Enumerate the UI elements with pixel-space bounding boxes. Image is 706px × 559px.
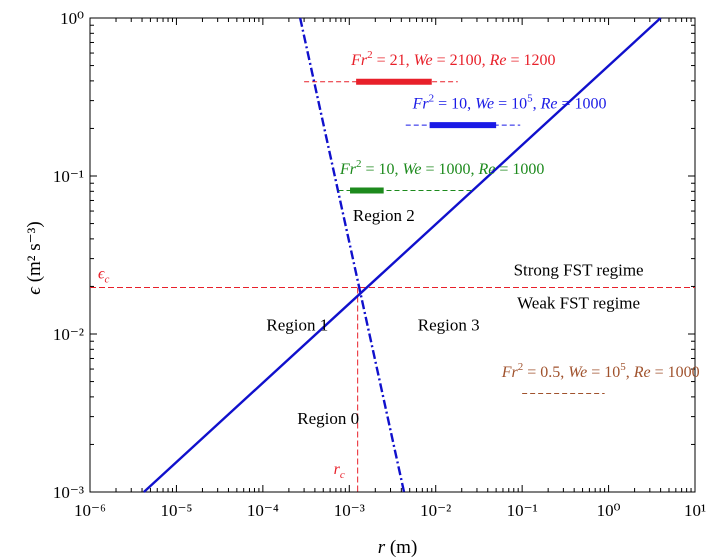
region-label: Region 3: [418, 316, 480, 335]
dashdot-boundary-line: [298, 17, 406, 493]
x-tick-label: 10⁰: [597, 501, 621, 520]
r-c-label: rc: [334, 461, 345, 481]
case-label: Fr2 = 10, We = 1000, Re = 1000: [339, 158, 544, 178]
series: [143, 17, 662, 493]
x-axis-label: r (m): [378, 537, 418, 558]
x-tick-label: 10¹: [684, 501, 706, 520]
case-fr-symbol: Fr: [412, 95, 430, 112]
axis-labels: r (m) ϵ (m² s⁻³): [24, 221, 417, 558]
case-fr-symbol: Fr: [501, 364, 519, 381]
y-axis-unit: (m² s⁻³): [24, 221, 45, 287]
x-tick-label: 10⁻⁶: [74, 501, 106, 520]
case-we-value: = 2100,: [433, 52, 490, 69]
case-we-symbol: We: [568, 364, 587, 381]
case-we-value: = 1000,: [421, 161, 478, 178]
strong-fst-regime-label: Strong FST regime: [514, 260, 644, 279]
y-axis-label: ϵ (m² s⁻³): [24, 221, 45, 294]
r-c-subscript: c: [340, 469, 345, 481]
case-we-exponent: 5: [527, 92, 533, 104]
case-label: Fr2 = 0.5, We = 105, Re = 1000: [501, 361, 700, 381]
x-axis-unit: (m): [385, 537, 417, 558]
y-tick-label: 10⁻²: [53, 325, 84, 344]
case-we-symbol: We: [402, 161, 421, 178]
case-fr-value: = 10,: [434, 95, 475, 112]
case-re-symbol: Re: [489, 52, 507, 69]
epsilon-c-label: ϵc: [98, 265, 109, 285]
plot-frame: [89, 17, 696, 493]
case-fr-value: = 21,: [373, 52, 414, 69]
solid-boundary-line: [143, 17, 662, 493]
case-re-value: = 1200: [507, 52, 556, 69]
case-we-exponent: 5: [620, 361, 626, 373]
x-tick-label: 10⁻⁵: [160, 501, 192, 520]
case-label: Fr2 = 21, We = 2100, Re = 1200: [350, 49, 555, 69]
region-label: Region 0: [297, 409, 359, 428]
case-separator: ,: [533, 95, 541, 112]
region-label: Region 1: [266, 316, 328, 335]
weak-fst-regime-label: Weak FST regime: [517, 294, 640, 313]
case-re-symbol: Re: [540, 95, 558, 112]
epsilon-c-symbol: ϵ: [98, 265, 105, 282]
case-fr-symbol: Fr: [350, 52, 368, 69]
r-c-symbol: r: [334, 461, 341, 478]
case-re-symbol: Re: [477, 161, 495, 178]
case-re-symbol: Re: [633, 364, 651, 381]
y-tick-label: 10⁻³: [53, 483, 84, 502]
tick-labels: 10⁻⁶ 10⁻⁵ 10⁻⁴ 10⁻³ 10⁻² 10⁻¹ 10⁰ 10¹ 10⁻³ 10⁻² 10…: [53, 9, 706, 520]
case-we-symbol: We: [475, 95, 494, 112]
ticks: [89, 18, 695, 493]
case-fr-exponent: 2: [367, 49, 373, 61]
case-fr-exponent: 2: [518, 361, 524, 373]
epsilon-c-subscript: c: [104, 273, 109, 285]
case-separator: ,: [626, 364, 634, 381]
case-we-symbol: We: [414, 52, 433, 69]
case-re-value: = 1000: [557, 95, 606, 112]
region-label: Region 2: [353, 206, 415, 225]
case-we-base: = 10: [587, 364, 620, 381]
case-label: Fr2 = 10, We = 105, Re = 1000: [412, 92, 607, 112]
y-tick-label: 10⁰: [60, 9, 84, 28]
y-tick-label: 10⁻¹: [53, 167, 84, 186]
case-fr-symbol: Fr: [339, 161, 357, 178]
case-fr-value: = 10,: [361, 161, 402, 178]
case-fr-exponent: 2: [429, 92, 435, 104]
x-tick-label: 10⁻²: [420, 501, 451, 520]
case-re-value: = 1000: [495, 161, 544, 178]
y-axis-symbol: ϵ: [24, 286, 45, 295]
x-tick-label: 10⁻¹: [507, 501, 538, 520]
case-we-base: = 10: [494, 95, 527, 112]
case-re-value: = 1000: [651, 364, 700, 381]
case-fr-value: = 0.5,: [523, 364, 568, 381]
x-tick-label: 10⁻³: [334, 501, 365, 520]
annotations: Region 0 Region 1 Region 2 Region 3 Strong F…: [266, 206, 643, 428]
x-axis-symbol: r: [378, 537, 386, 558]
x-tick-label: 10⁻⁴: [247, 501, 279, 520]
case-fr-exponent: 2: [356, 158, 362, 170]
